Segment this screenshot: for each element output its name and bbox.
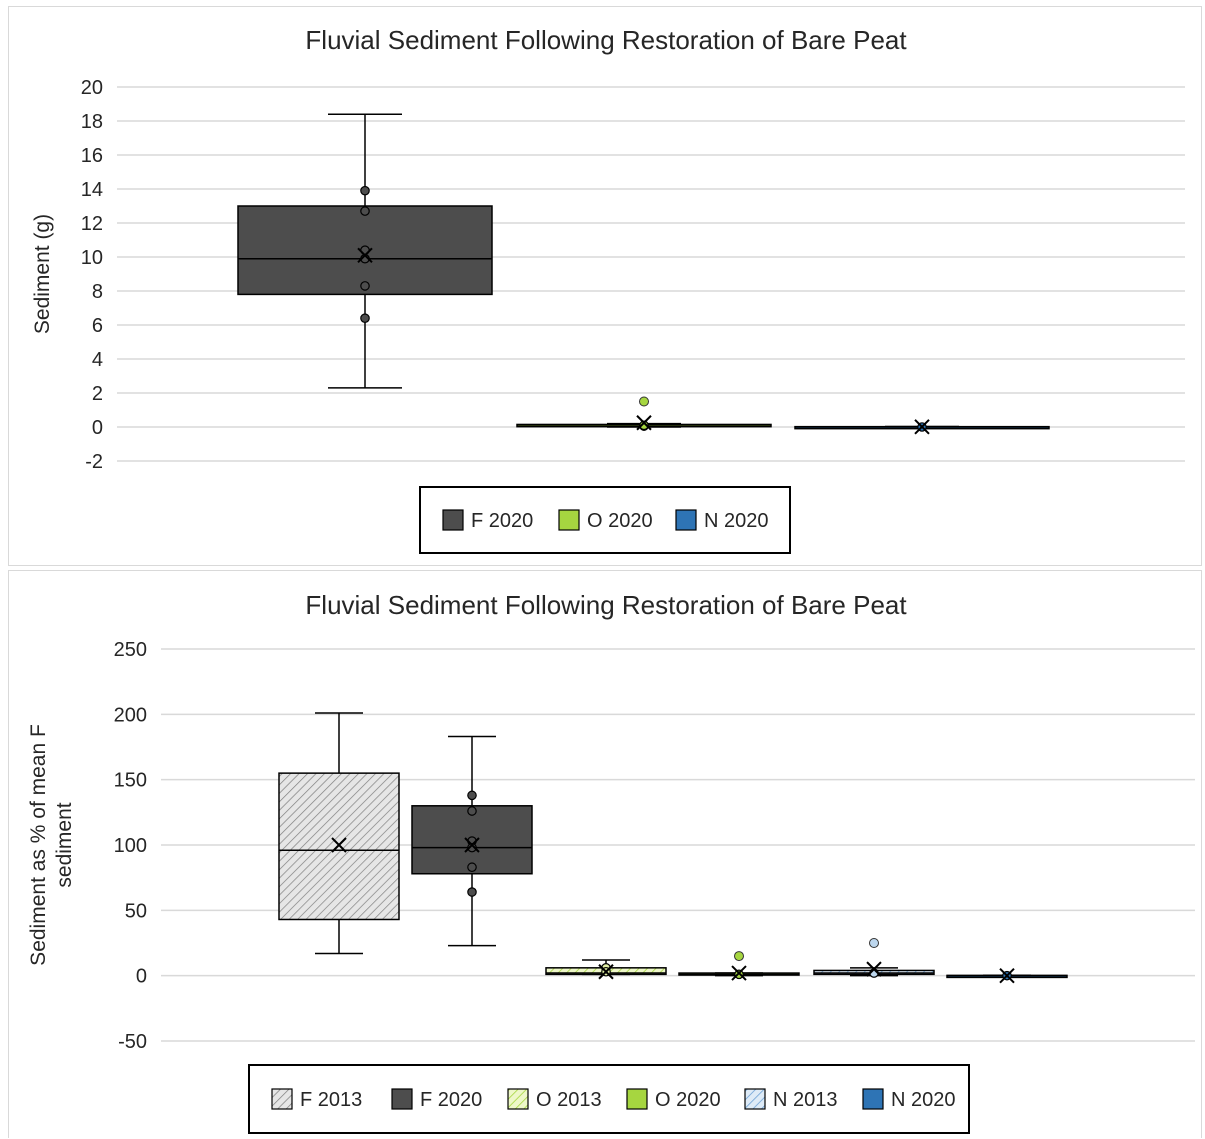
legend-label: O 2020 — [655, 1089, 721, 1111]
y-tick-label: 0 — [92, 417, 103, 439]
y-tick-label: 250 — [114, 639, 147, 661]
chart-panel-top: Fluvial Sediment Following Restoration o… — [8, 6, 1202, 566]
mean-marker — [914, 419, 930, 435]
y-tick-label: 50 — [125, 900, 147, 922]
data-point — [360, 206, 370, 216]
data-point — [467, 790, 477, 801]
mean-marker — [598, 964, 614, 980]
legend-label: O 2020 — [587, 510, 653, 532]
legend-label: N 2020 — [704, 510, 769, 532]
legend-swatch — [675, 509, 697, 531]
y-tick-label: 8 — [92, 281, 103, 303]
y-tick-label: 200 — [114, 704, 147, 726]
mean-marker — [464, 837, 480, 853]
y-tick-label: 10 — [81, 247, 103, 269]
legend-label: N 2013 — [773, 1089, 838, 1111]
data-point — [467, 862, 477, 873]
legend-swatch — [442, 509, 464, 531]
mean-marker — [636, 415, 652, 431]
y-tick-label: 16 — [81, 145, 103, 167]
mean-marker — [866, 961, 882, 977]
mean-marker — [357, 247, 373, 264]
y-tick-label: -50 — [118, 1031, 147, 1053]
mean-marker — [999, 967, 1015, 984]
y-tick-label: 150 — [114, 770, 147, 792]
legend-label: F 2020 — [420, 1089, 482, 1111]
data-point — [360, 281, 370, 291]
chart-top: Fluvial Sediment Following Restoration o… — [31, 25, 1185, 554]
chart-title: Fluvial Sediment Following Restoration o… — [305, 590, 907, 620]
y-axis-label: Sediment (g) — [31, 214, 54, 334]
legend-swatch — [391, 1088, 413, 1110]
y-tick-label: 14 — [81, 179, 103, 201]
outlier-point — [639, 396, 649, 407]
y-tick-label: 4 — [92, 349, 103, 371]
data-point — [467, 806, 477, 816]
legend-box — [248, 1064, 970, 1134]
data-point — [467, 887, 477, 897]
y-tick-label: 100 — [114, 835, 147, 857]
y-tick-label: -2 — [85, 451, 103, 473]
legend-box — [419, 486, 791, 554]
y-tick-label: 18 — [81, 111, 103, 133]
legend-label: O 2013 — [536, 1089, 602, 1111]
y-tick-label: 0 — [136, 966, 147, 988]
data-point — [360, 185, 370, 196]
legend-label: N 2020 — [891, 1089, 956, 1111]
legend-swatch — [626, 1088, 648, 1110]
legend-swatch — [744, 1088, 766, 1110]
y-tick-label: 2 — [92, 383, 103, 405]
chart-panel-bottom: Fluvial Sediment Following Restoration o… — [8, 570, 1202, 1138]
data-point — [639, 420, 649, 431]
y-tick-label: 6 — [92, 315, 103, 337]
legend-swatch — [271, 1088, 293, 1110]
chart-title: Fluvial Sediment Following Restoration o… — [305, 25, 907, 55]
outlier-point — [869, 938, 879, 948]
outlier-point — [734, 951, 744, 962]
y-tick-label: 12 — [81, 213, 103, 235]
y-tick-label: 20 — [81, 77, 103, 99]
legend-swatch — [507, 1088, 529, 1110]
legend-label: F 2013 — [300, 1089, 362, 1111]
mean-marker — [331, 837, 347, 853]
legend-swatch — [558, 509, 580, 531]
data-point — [467, 842, 477, 853]
mean-marker — [731, 965, 747, 981]
legend-swatch — [862, 1088, 884, 1110]
legend-label: F 2020 — [471, 510, 533, 532]
chart-bottom: Fluvial Sediment Following Restoration o… — [27, 590, 1195, 1134]
data-point — [360, 313, 370, 323]
